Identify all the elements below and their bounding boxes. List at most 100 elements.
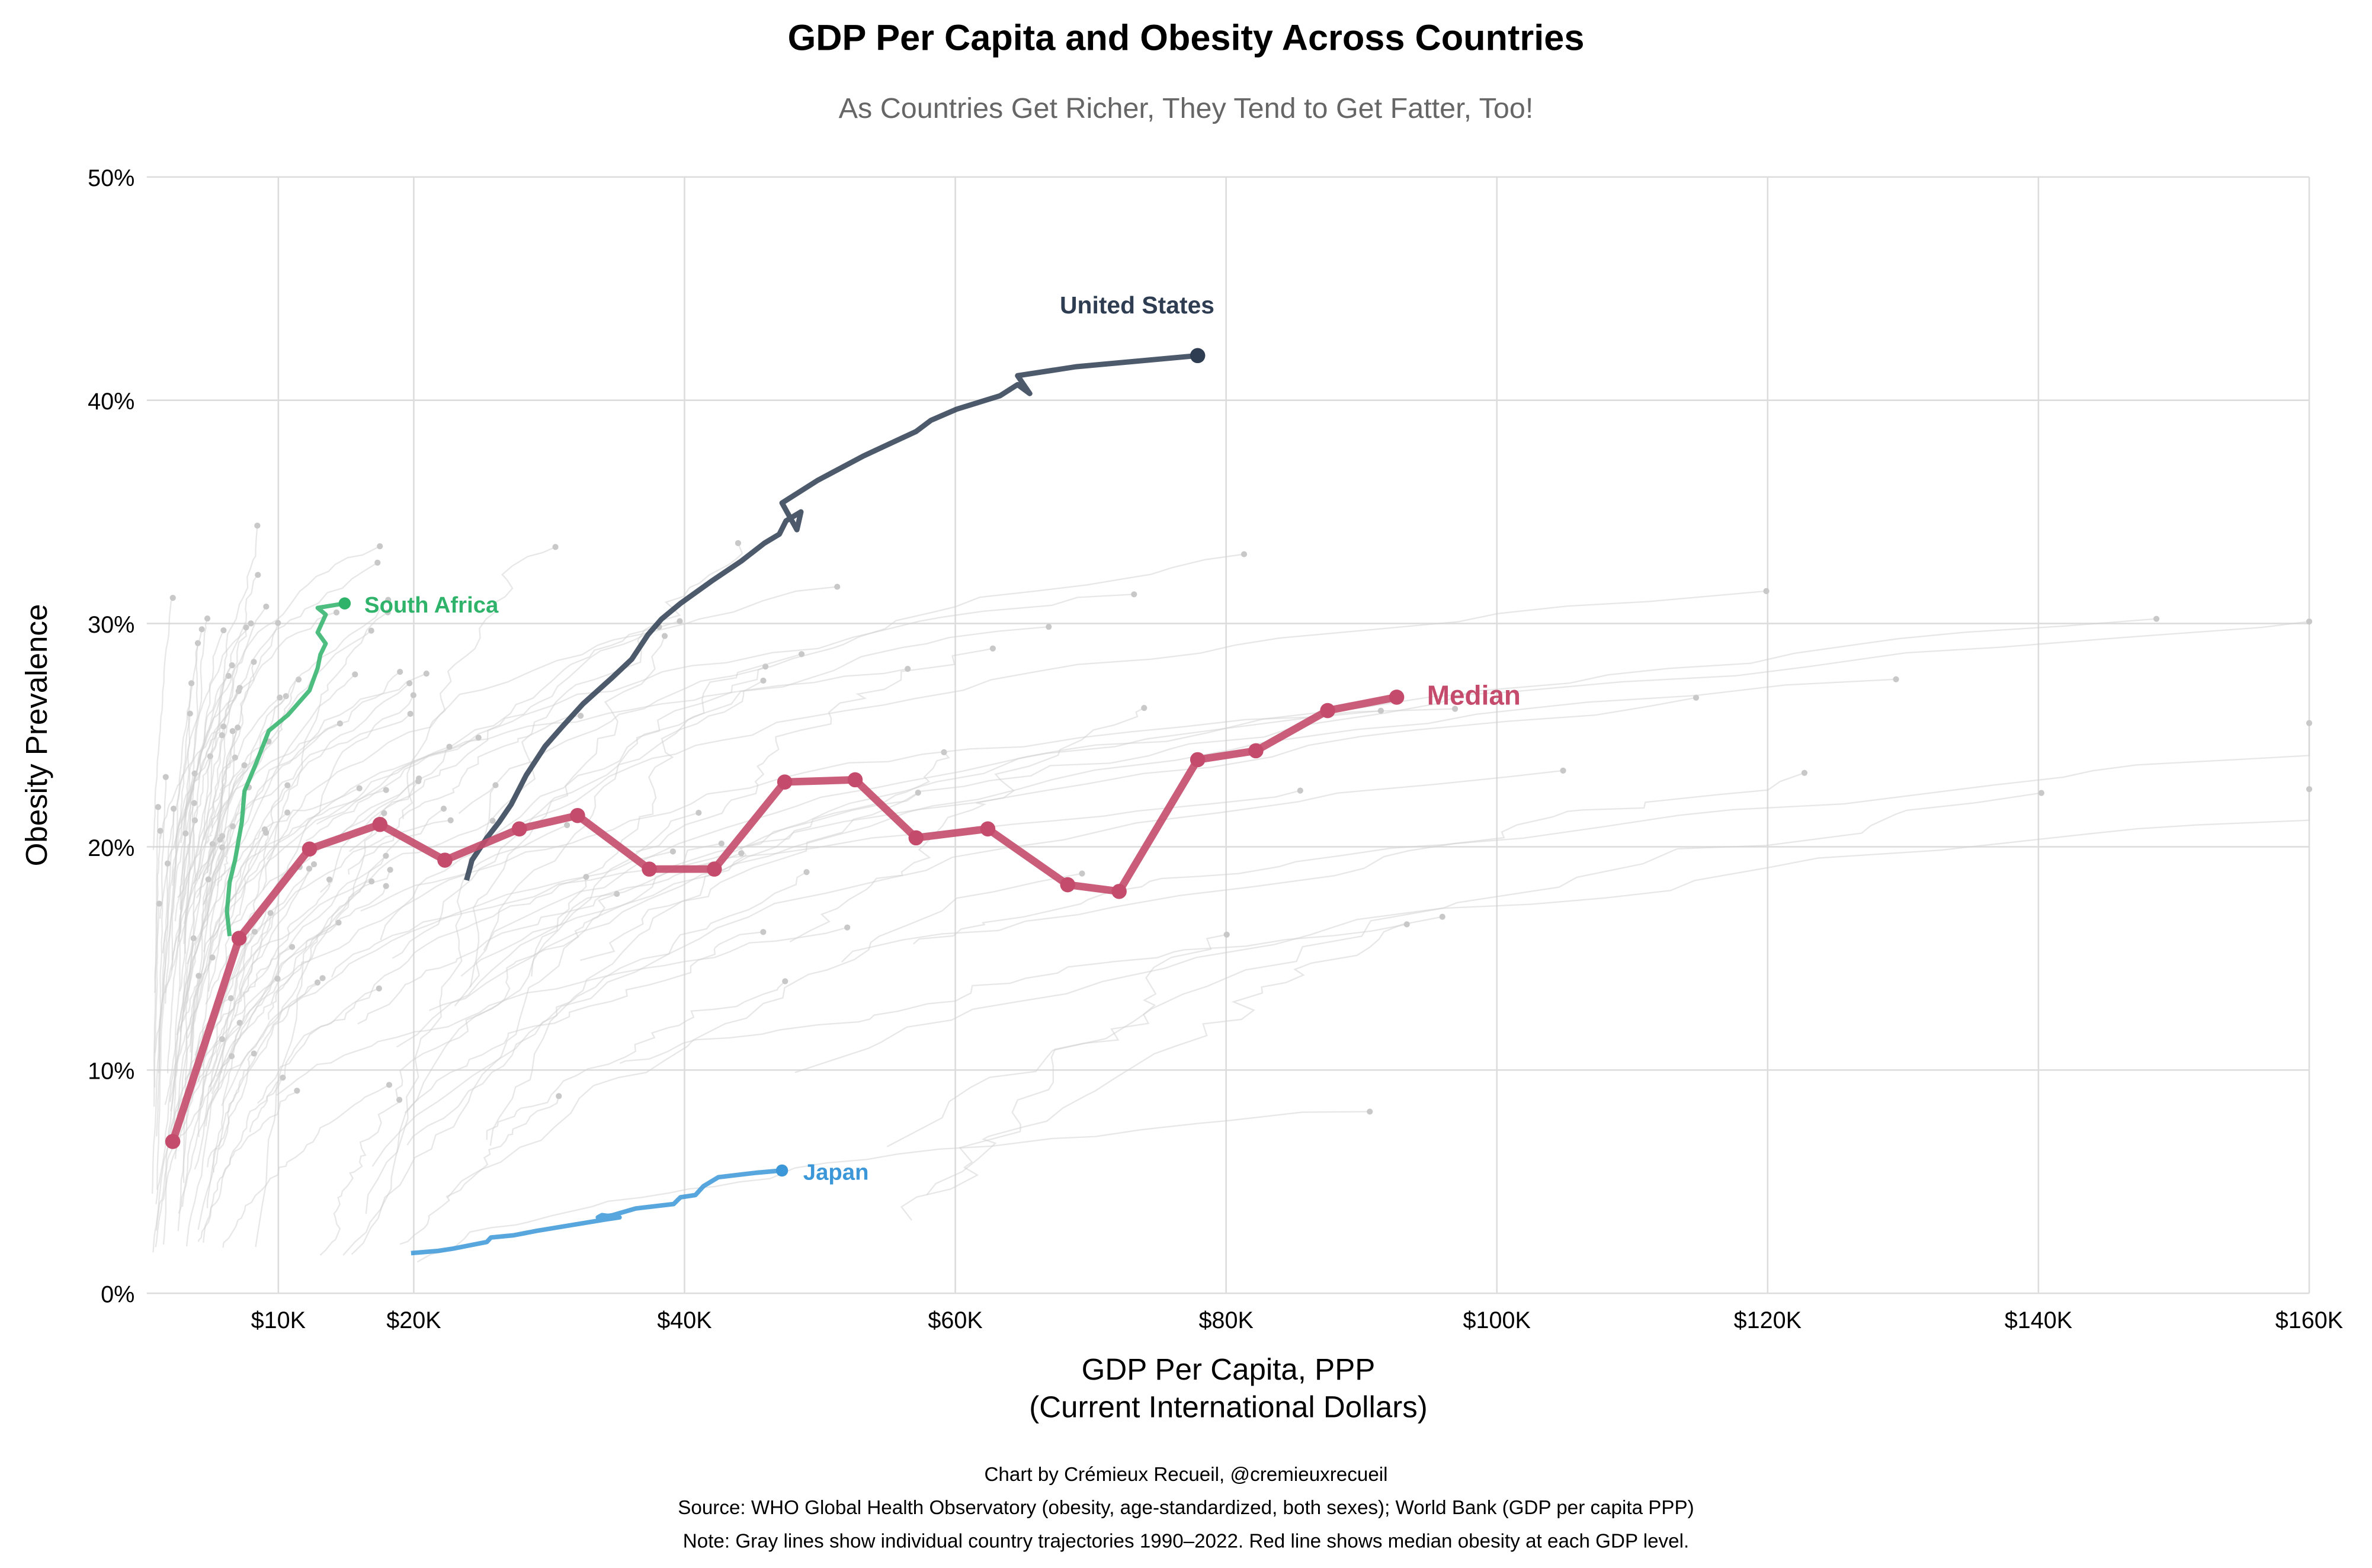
country-endpoint-marker (738, 850, 745, 857)
country-trajectory-line (789, 707, 1145, 943)
median-point (908, 830, 924, 846)
country-trajectory-line (210, 864, 315, 1092)
y-tick-label: 0% (101, 1282, 134, 1308)
country-endpoint-marker (677, 618, 683, 624)
country-trajectory-line (197, 922, 339, 1230)
south-africa-label: South Africa (364, 592, 499, 618)
median-point (1060, 877, 1076, 893)
country-endpoint-marker (368, 878, 375, 885)
country-trajectory-line (886, 792, 2042, 1147)
country-endpoint-marker (284, 782, 291, 788)
country-endpoint-marker (385, 597, 392, 603)
country-endpoint-marker (989, 645, 996, 652)
country-endpoint-marker (169, 595, 176, 601)
country-endpoint-marker (844, 924, 851, 931)
country-endpoint-marker (798, 651, 805, 658)
country-trajectory-line (222, 1084, 390, 1248)
country-trajectory-line (900, 934, 1227, 1221)
median-point (302, 841, 318, 857)
country-endpoint-marker (1241, 551, 1248, 557)
country-endpoint-marker (384, 609, 391, 615)
country-endpoint-marker (397, 669, 403, 675)
country-endpoint-marker (2306, 720, 2313, 726)
country-endpoint-marker (695, 809, 702, 816)
country-trajectory-line (360, 708, 1456, 912)
country-endpoint-marker (289, 944, 296, 950)
country-trajectory-line (174, 978, 278, 1159)
country-endpoint-marker (440, 806, 447, 812)
country-endpoint-marker (760, 929, 767, 935)
country-trajectory-line (531, 680, 764, 977)
country-endpoint-marker (255, 572, 261, 578)
country-trajectory-line (171, 683, 193, 961)
country-endpoint-marker (335, 919, 342, 926)
country-endpoint-marker (386, 1082, 393, 1088)
country-trajectory-line (926, 916, 1443, 1195)
country-endpoint-marker (669, 848, 677, 855)
country-trajectory-line (319, 1099, 401, 1256)
country-endpoint-marker (333, 609, 340, 615)
country-endpoint-marker (284, 809, 291, 816)
country-endpoint-marker (319, 975, 326, 982)
x-tick-label: $140K (2005, 1307, 2072, 1333)
country-endpoint-marker (182, 830, 189, 837)
country-endpoint-marker (263, 829, 270, 836)
median-point (777, 774, 793, 790)
country-endpoint-marker (760, 677, 767, 684)
country-trajectory-line (276, 926, 848, 1096)
country-trajectory-line (841, 723, 2310, 963)
chart-title: GDP Per Capita and Obesity Across Countr… (788, 17, 1585, 57)
country-trajectory-line (186, 789, 387, 964)
y-tick-label: 30% (88, 612, 134, 638)
x-axis-label: GDP Per Capita, PPP (1082, 1352, 1376, 1386)
country-trajectory-line (371, 769, 1563, 1167)
median-point (511, 821, 527, 837)
country-trajectory-line (174, 611, 337, 849)
country-endpoint-marker (1801, 769, 1808, 776)
y-axis-ticks: 0% 10% 20% 30% 40% 50% (88, 165, 134, 1308)
median-point (1190, 752, 1206, 768)
country-trajectory-line (209, 737, 479, 940)
country-endpoint-marker (277, 694, 283, 701)
country-trajectory-line (331, 790, 1301, 978)
country-trajectory-line (460, 678, 1896, 977)
country-trajectory-line (208, 824, 568, 1088)
country-trajectory-line (178, 982, 318, 1214)
country-trajectory-line (913, 772, 1805, 945)
country-trajectory-line (404, 931, 764, 1114)
country-trajectory-line (169, 957, 213, 1102)
country-trajectory-line (489, 792, 919, 1146)
x-tick-label: $10K (251, 1307, 306, 1333)
country-trajectory-line (636, 647, 993, 852)
country-trajectory-line (178, 643, 199, 942)
country-trajectory-line (262, 611, 389, 890)
country-trajectory-line (406, 871, 807, 1146)
y-tick-label: 40% (88, 389, 134, 415)
footer-source: Source: WHO Global Health Observatory (o… (678, 1497, 1694, 1519)
country-endpoint-marker (275, 620, 281, 626)
country-trajectory-line (195, 574, 259, 881)
country-endpoint-marker (387, 867, 393, 873)
country-trajectory-line (357, 852, 742, 1025)
country-trajectory-line (645, 618, 2157, 877)
country-endpoint-marker (905, 665, 911, 672)
y-axis-label: Obesity Prevalence (20, 604, 53, 867)
median-point (847, 772, 863, 788)
country-endpoint-marker (235, 724, 241, 731)
country-endpoint-marker (254, 522, 261, 529)
country-trajectory-line (179, 629, 203, 910)
united-states-endpoint (1190, 348, 1206, 364)
median-point (437, 852, 453, 868)
country-trajectory-line (205, 819, 451, 1005)
country-endpoint-marker (162, 774, 169, 780)
country-endpoint-marker (1141, 705, 1147, 711)
country-endpoint-marker (1403, 921, 1410, 928)
country-endpoint-marker (368, 627, 374, 634)
country-endpoint-marker (229, 728, 236, 735)
country-endpoint-marker (155, 804, 161, 810)
country-trajectory-line (185, 546, 380, 818)
country-endpoint-marker (552, 544, 559, 550)
median-point (1389, 690, 1405, 705)
country-trajectory-line (159, 726, 224, 839)
